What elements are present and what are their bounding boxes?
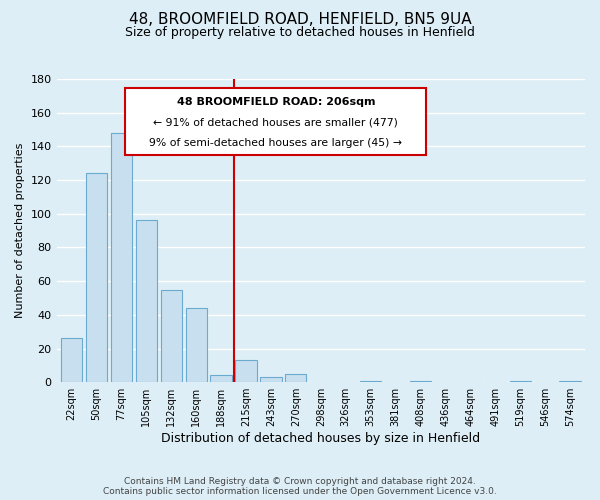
Bar xyxy=(111,133,132,382)
Bar xyxy=(161,290,182,382)
FancyBboxPatch shape xyxy=(125,88,427,155)
X-axis label: Distribution of detached houses by size in Henfield: Distribution of detached houses by size … xyxy=(161,432,481,445)
Bar xyxy=(559,380,581,382)
Text: 48 BROOMFIELD ROAD: 206sqm: 48 BROOMFIELD ROAD: 206sqm xyxy=(176,97,375,107)
Text: Contains public sector information licensed under the Open Government Licence v3: Contains public sector information licen… xyxy=(103,487,497,496)
Bar xyxy=(260,377,281,382)
Bar xyxy=(285,374,307,382)
Text: 9% of semi-detached houses are larger (45) →: 9% of semi-detached houses are larger (4… xyxy=(149,138,403,147)
Text: Size of property relative to detached houses in Henfield: Size of property relative to detached ho… xyxy=(125,26,475,39)
Bar xyxy=(86,174,107,382)
Bar xyxy=(61,338,82,382)
Text: ← 91% of detached houses are smaller (477): ← 91% of detached houses are smaller (47… xyxy=(154,118,398,128)
Text: 48, BROOMFIELD ROAD, HENFIELD, BN5 9UA: 48, BROOMFIELD ROAD, HENFIELD, BN5 9UA xyxy=(128,12,472,28)
Bar xyxy=(509,380,531,382)
Y-axis label: Number of detached properties: Number of detached properties xyxy=(15,143,25,318)
Bar xyxy=(235,360,257,382)
Bar xyxy=(136,220,157,382)
Bar xyxy=(185,308,207,382)
Text: Contains HM Land Registry data © Crown copyright and database right 2024.: Contains HM Land Registry data © Crown c… xyxy=(124,477,476,486)
Bar xyxy=(211,376,232,382)
Bar xyxy=(410,380,431,382)
Bar xyxy=(360,380,381,382)
